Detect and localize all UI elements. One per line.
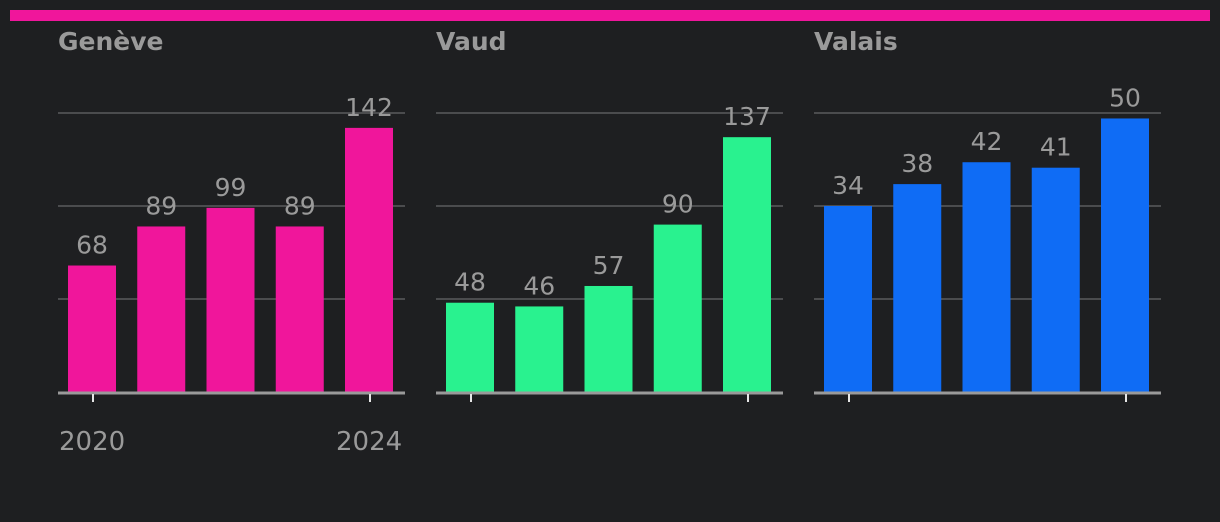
value-label: 42 xyxy=(971,127,1003,156)
bar xyxy=(893,184,942,392)
value-label: 50 xyxy=(1109,83,1141,112)
bar xyxy=(962,162,1011,392)
bar xyxy=(137,226,186,392)
value-label: 142 xyxy=(345,93,393,122)
value-label: 99 xyxy=(215,173,247,202)
bar xyxy=(68,265,116,392)
value-label: 48 xyxy=(454,268,486,297)
top-accent-bar xyxy=(10,10,1210,21)
bar xyxy=(206,207,255,392)
value-label: 41 xyxy=(1040,133,1072,162)
value-label: 68 xyxy=(76,231,108,260)
bar xyxy=(584,285,633,392)
panel-title-valais: Valais xyxy=(814,27,898,56)
x-tick-label-start: 2020 xyxy=(59,427,126,457)
bar xyxy=(515,306,564,392)
panel-title-geneve: Genève xyxy=(58,27,164,56)
value-label: 89 xyxy=(145,191,177,220)
bar xyxy=(824,206,872,392)
bar xyxy=(1101,118,1149,393)
bar xyxy=(275,226,324,392)
bar xyxy=(446,302,494,392)
value-label: 137 xyxy=(723,102,771,131)
value-label: 38 xyxy=(901,149,933,178)
bar xyxy=(345,127,393,392)
value-label: 89 xyxy=(284,191,316,220)
panel-title-vaud: Vaud xyxy=(436,27,507,56)
bar xyxy=(723,137,771,392)
bar xyxy=(653,224,702,392)
bar xyxy=(1031,167,1080,392)
value-label: 90 xyxy=(662,190,694,219)
value-label: 46 xyxy=(523,271,555,300)
value-label: 57 xyxy=(593,251,625,280)
x-tick-label-end: 2024 xyxy=(336,427,403,457)
value-label: 34 xyxy=(832,171,864,200)
